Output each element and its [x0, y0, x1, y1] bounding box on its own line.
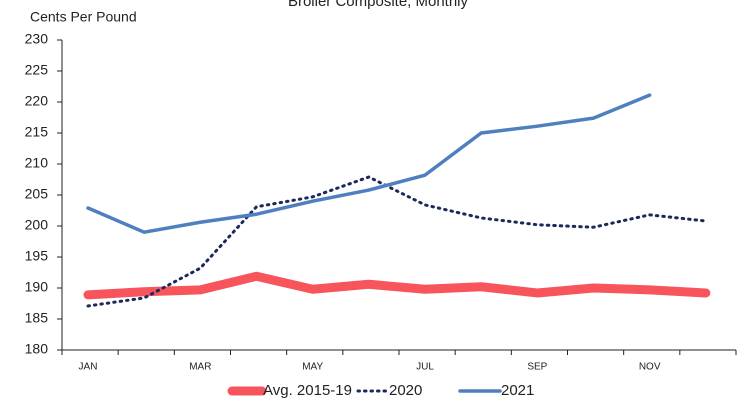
y-tick-label: 220	[25, 93, 49, 109]
y-tick-label: 215	[25, 124, 49, 140]
y-tick-label: 200	[25, 217, 49, 233]
x-tick-label: NOV	[639, 362, 661, 373]
y-tick-label: 230	[25, 31, 49, 47]
y-tick-label: 190	[25, 279, 49, 295]
y-tick-label: 210	[25, 155, 49, 171]
legend-label: 2020	[389, 382, 422, 399]
series-line	[83, 271, 711, 300]
y-axis-label: Cents Per Pound	[30, 9, 137, 25]
x-tick-label: MAR	[189, 362, 211, 373]
y-tick-label: 185	[25, 310, 49, 326]
y-tick-label: 195	[25, 248, 49, 264]
series-line	[86, 93, 652, 234]
x-tick-label: SEP	[527, 362, 547, 373]
chart-title: Broiler Composite, Monthly	[288, 0, 469, 10]
y-tick-label: 225	[25, 62, 49, 78]
series-line	[86, 175, 708, 308]
legend-label: Avg. 2015-19	[263, 382, 352, 399]
y-tick-label: 205	[25, 186, 49, 202]
legend-label: 2021	[501, 382, 534, 399]
x-tick-label: JUL	[416, 362, 434, 373]
x-tick-label: JAN	[79, 362, 98, 373]
y-tick-label: 180	[25, 341, 49, 357]
x-tick-label: MAY	[302, 362, 323, 373]
